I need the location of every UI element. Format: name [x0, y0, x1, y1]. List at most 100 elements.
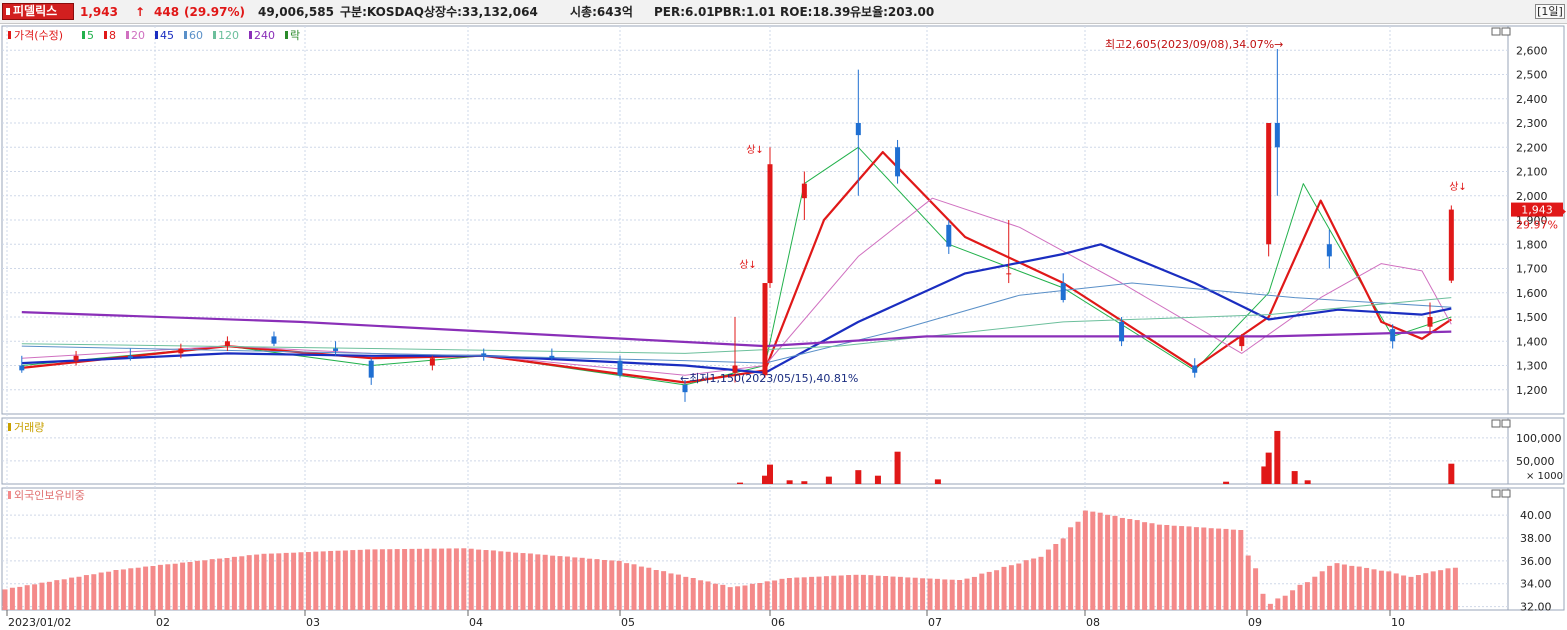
foreign-ratio-bar — [1438, 570, 1444, 610]
volume-tick-label: 50,000 — [1516, 455, 1555, 468]
legend-ma-240: 240 — [254, 29, 275, 42]
candle-body[interactable] — [682, 384, 688, 393]
candle-body[interactable] — [19, 365, 25, 371]
foreign-ratio-bar — [1186, 526, 1192, 610]
volume-bar — [855, 470, 862, 484]
candle-body[interactable] — [429, 358, 435, 366]
legend-price-label: 가격(수정) — [14, 29, 63, 42]
foreign-ratio-bar — [1401, 575, 1407, 610]
candle-body[interactable] — [1266, 123, 1272, 245]
candle-body[interactable] — [1192, 365, 1198, 373]
foreign-ratio-bar — [1193, 527, 1199, 610]
candle-body[interactable] — [1274, 123, 1280, 148]
foreign-ratio-bar — [801, 577, 807, 610]
candle-body[interactable] — [732, 365, 738, 373]
foreign-ratio-bar — [905, 577, 911, 610]
foreign-ratio-bar — [120, 569, 126, 610]
candle-body[interactable] — [617, 360, 623, 376]
foreign-ratio-bar — [846, 575, 852, 610]
price-change-percent: (29.97%) — [184, 5, 245, 19]
foreign-ratio-bar — [372, 549, 378, 610]
foreign-ratio-bar — [920, 578, 926, 610]
stock-name-tab[interactable]: 피델릭스 — [2, 3, 74, 20]
candle-body[interactable] — [271, 336, 277, 344]
foreign-ratio-bar — [9, 587, 15, 610]
candle-body[interactable] — [178, 348, 184, 354]
candle-body[interactable] — [127, 355, 133, 359]
candle-body[interactable] — [762, 283, 768, 376]
candle-body[interactable] — [767, 164, 773, 284]
candle-body[interactable] — [1060, 283, 1066, 301]
foreign-ratio-bar — [32, 584, 38, 610]
foreign-ratio-bar — [609, 560, 615, 610]
price-tick-label: 1,300 — [1516, 360, 1548, 373]
legend-ma-swatch — [184, 31, 187, 39]
candle-body[interactable] — [855, 123, 861, 136]
up-arrow-icon: ↑ — [135, 5, 146, 19]
candle-body[interactable] — [368, 360, 374, 378]
panel-minimize-icon[interactable] — [1491, 489, 1501, 498]
foreign-ratio-bar — [1164, 525, 1170, 610]
candle-body[interactable] — [801, 183, 807, 199]
candle-body[interactable] — [1390, 329, 1396, 342]
panel-maximize-icon[interactable] — [1501, 27, 1511, 36]
x-tick-label: 06 — [771, 616, 785, 629]
foreign-ratio-bar — [1267, 603, 1273, 610]
foreign-ratio-bar — [971, 576, 977, 610]
foreign-ratio-bar — [675, 574, 681, 610]
ma-line-45 — [21, 243, 1452, 374]
candle-body[interactable] — [895, 147, 901, 177]
legend-fall-swatch — [285, 31, 288, 39]
panel-minimize-icon[interactable] — [1491, 419, 1501, 428]
foreign-ratio-bar — [594, 559, 600, 610]
foreign-ratio-bar — [305, 552, 311, 610]
volume-bar — [1265, 452, 1272, 484]
candle-body[interactable] — [1326, 244, 1332, 257]
price-tick-label: 2,300 — [1516, 117, 1548, 130]
foreign-ratio-bar — [1171, 525, 1177, 610]
candle-body[interactable] — [1448, 209, 1454, 281]
foreign-ratio-bar — [601, 559, 607, 610]
volume-bar — [737, 482, 743, 484]
candle-body[interactable] — [73, 355, 79, 361]
candle-body[interactable] — [481, 353, 487, 356]
foreign-ratio-bar — [1371, 569, 1377, 610]
candle-body[interactable] — [1427, 317, 1433, 327]
panel-maximize-icon[interactable] — [1501, 489, 1511, 498]
foreign-ratio-bar — [587, 558, 593, 610]
volume-panel[interactable] — [1, 417, 1509, 485]
foreign-ratio-bar — [668, 573, 674, 610]
candle-body[interactable] — [1119, 321, 1125, 342]
panel-minimize-icon[interactable] — [1491, 27, 1501, 36]
foreign-ratio-bar — [1127, 519, 1133, 610]
stock-chart[interactable]: 1,200 1,300 1,400 1,500 1,600 1,700 1,800 1,900… — [0, 24, 1567, 630]
period-button[interactable]: [1일] — [1535, 4, 1565, 19]
price-tick-label: 2,200 — [1516, 141, 1548, 154]
foreign-ratio-bar — [653, 570, 659, 610]
price-tick-label: 1,900 — [1516, 214, 1548, 227]
candle-body[interactable] — [549, 355, 555, 359]
foreign-ratio-bar — [720, 584, 726, 610]
foreign-ratio-bar — [1260, 593, 1266, 610]
foreign-ratio-bar — [76, 576, 82, 610]
foreign-ratio-bar — [527, 553, 533, 610]
candle-body[interactable] — [224, 341, 230, 347]
foreign-ratio-bar — [897, 576, 903, 610]
foreign-ratio-bar — [1075, 521, 1081, 610]
foreign-ratio-bar — [1386, 571, 1392, 610]
foreign-ratio-bar — [194, 560, 200, 610]
foreign-ratio-bar — [39, 582, 45, 610]
foreign-ratio-bar — [742, 585, 748, 610]
foreign-ratio-bar — [1378, 570, 1384, 610]
foreign-ratio-bar — [579, 557, 585, 610]
foreign-ratio-bar — [254, 554, 260, 610]
listed-shares: 상장수:33,132,064 — [424, 5, 538, 19]
foreign-ratio-bar — [1001, 566, 1007, 610]
candle-body[interactable] — [946, 224, 952, 247]
candle-body[interactable] — [1006, 273, 1012, 275]
candle-body[interactable] — [1239, 336, 1245, 347]
foreign-ratio-bar — [1230, 529, 1236, 610]
candle-body[interactable] — [333, 348, 339, 351]
foreign-ratio-bar — [1341, 564, 1347, 610]
panel-maximize-icon[interactable] — [1501, 419, 1511, 428]
